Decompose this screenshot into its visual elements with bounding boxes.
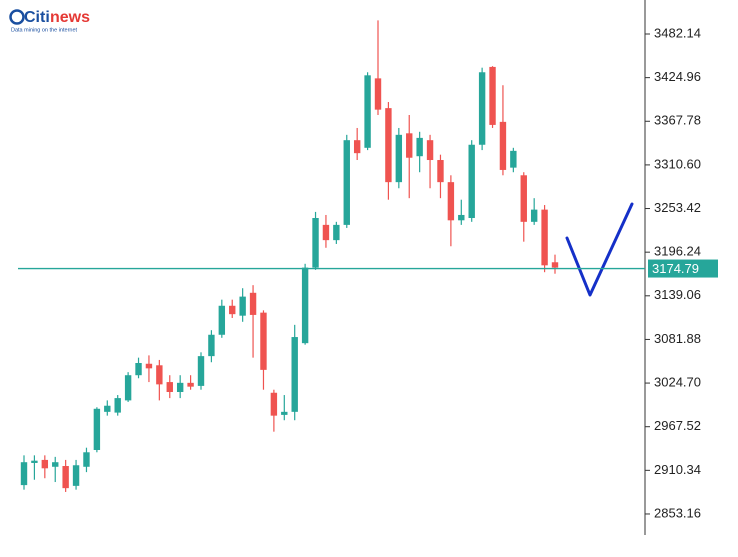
y-tick-label: 3196.24 bbox=[654, 244, 701, 259]
last-price-label: 3174.79 bbox=[652, 261, 699, 276]
y-tick-label: 3139.06 bbox=[654, 287, 701, 302]
candle-body bbox=[41, 459, 49, 469]
candle-body bbox=[301, 267, 309, 344]
candle-body bbox=[364, 75, 371, 148]
check-mark bbox=[565, 202, 634, 297]
candle-body bbox=[395, 134, 403, 183]
candle-body bbox=[447, 182, 455, 221]
candle-body bbox=[426, 140, 434, 161]
candle-body bbox=[93, 408, 101, 450]
candle-body bbox=[62, 466, 69, 489]
candle-body bbox=[135, 363, 142, 376]
candle-body bbox=[374, 78, 382, 110]
candle-body bbox=[437, 160, 444, 183]
candle-body bbox=[197, 356, 205, 386]
candle-body bbox=[270, 392, 278, 416]
y-tick-label: 3081.88 bbox=[654, 331, 701, 346]
candle-body bbox=[124, 375, 132, 401]
candle-body bbox=[31, 460, 38, 463]
candle-body bbox=[333, 224, 340, 241]
y-tick-label: 3367.78 bbox=[654, 113, 701, 128]
candle-body bbox=[406, 133, 413, 158]
candle-body bbox=[458, 214, 465, 221]
candle-body bbox=[166, 382, 173, 392]
candle-body bbox=[385, 108, 392, 183]
candle-body bbox=[218, 305, 226, 335]
candle-body bbox=[312, 218, 319, 268]
y-tick-label: 3424.96 bbox=[654, 69, 701, 84]
logo-ring bbox=[9, 9, 25, 25]
y-tick-label: 3253.42 bbox=[654, 200, 701, 215]
candle-body bbox=[291, 337, 298, 412]
candle-body bbox=[510, 150, 517, 168]
candle-body bbox=[72, 465, 80, 486]
candle-body bbox=[260, 312, 267, 370]
candle-body bbox=[520, 175, 527, 222]
candle-body bbox=[499, 121, 507, 170]
logo: Citi news Data mining on the internet bbox=[9, 9, 90, 33]
candle-body bbox=[156, 365, 163, 385]
candle-body bbox=[229, 305, 236, 315]
logo-left: Citi bbox=[24, 9, 50, 26]
last-price-box bbox=[648, 259, 718, 278]
candle-body bbox=[416, 137, 423, 157]
candle-body bbox=[489, 66, 496, 125]
candle-body bbox=[541, 209, 548, 266]
candle-body bbox=[249, 292, 257, 315]
candle-body bbox=[187, 382, 194, 387]
candle-body bbox=[353, 140, 361, 154]
candle-body bbox=[114, 398, 121, 413]
candle-body bbox=[20, 462, 28, 486]
candle-body bbox=[478, 72, 486, 145]
y-tick-label: 3310.60 bbox=[654, 156, 701, 171]
candle-body bbox=[239, 296, 246, 316]
candle-body bbox=[322, 224, 330, 241]
candle-body bbox=[83, 452, 90, 467]
logo-right: news bbox=[50, 9, 90, 26]
candle-body bbox=[551, 262, 559, 268]
candle-body bbox=[208, 334, 215, 357]
candle-body bbox=[104, 405, 111, 412]
candle-body bbox=[530, 209, 538, 222]
y-tick-label: 3482.14 bbox=[654, 25, 701, 40]
candle-body bbox=[52, 462, 59, 467]
candle-body bbox=[468, 144, 475, 219]
y-tick-label: 2910.34 bbox=[654, 462, 701, 477]
y-tick-label: 2853.16 bbox=[654, 505, 701, 520]
logo-tagline: Data mining on the internet bbox=[11, 27, 78, 33]
y-tick-label: 2967.52 bbox=[654, 418, 701, 433]
candle-body bbox=[343, 140, 350, 225]
y-tick-label: 3024.70 bbox=[654, 375, 701, 390]
candle-body bbox=[281, 411, 288, 415]
candle-body bbox=[176, 382, 184, 392]
candle-body bbox=[145, 363, 153, 369]
